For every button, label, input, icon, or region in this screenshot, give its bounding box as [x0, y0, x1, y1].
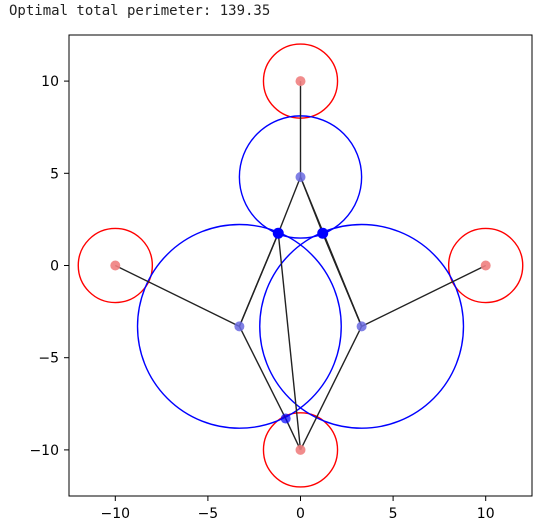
tangent-point-2 [280, 413, 291, 424]
free-center-point-0 [295, 171, 306, 182]
edge-line-8 [361, 264, 487, 327]
x-tick-label-0: −10 [101, 506, 131, 522]
tangent-point-0 [272, 227, 284, 239]
x-tick-label-1: −5 [198, 506, 219, 522]
fixed-circle-3 [262, 412, 339, 488]
y-tick-label-4: 10 [41, 74, 59, 90]
fixed-center-point-1 [110, 260, 121, 271]
plot-area [77, 43, 524, 488]
free-circle-1 [136, 223, 342, 429]
edge-line-12 [299, 176, 363, 327]
free-center-point-2 [356, 321, 367, 332]
x-tick-label-3: 5 [389, 506, 398, 522]
ticks: −10 −5 0 5 10 −10 −5 0 5 10 [29, 74, 494, 522]
fixed-circle-2 [447, 227, 524, 304]
output-text: Optimal total perimeter: 139.35 [9, 3, 271, 19]
y-tick-label-1: −5 [38, 351, 59, 367]
free-center-point-1 [234, 321, 245, 332]
x-tick-label-4: 10 [477, 506, 495, 522]
edge-line-13 [238, 232, 279, 327]
edge-line-3 [114, 264, 240, 327]
fixed-center-point-0 [295, 76, 306, 87]
edge-line-1 [277, 176, 302, 234]
y-tick-label-2: 0 [50, 259, 59, 275]
edge-line-5 [285, 418, 302, 451]
tangent-point-1 [317, 227, 329, 239]
y-tick-label-3: 5 [50, 166, 59, 182]
fixed-center-point-3 [295, 444, 306, 455]
y-tick-label-0: −10 [29, 443, 59, 459]
fixed-circle-1 [77, 227, 154, 304]
edge-line-10 [277, 233, 302, 450]
free-circle-2 [259, 223, 465, 429]
x-tick-label-2: 0 [296, 506, 305, 522]
fixed-center-point-2 [480, 260, 491, 271]
edge-line-4 [238, 326, 287, 419]
edge-line-9 [299, 326, 363, 451]
